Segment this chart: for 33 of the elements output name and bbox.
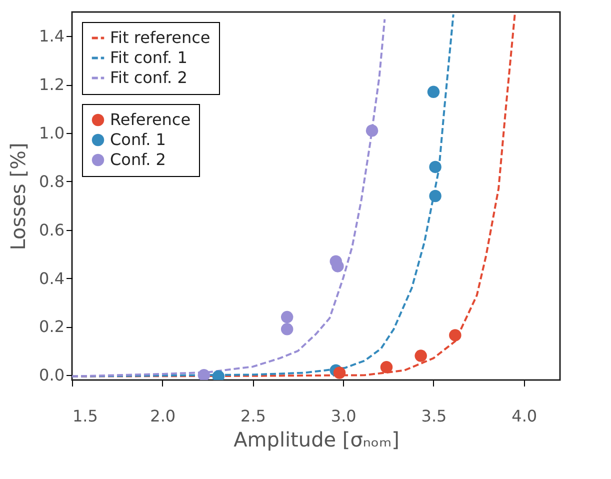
point — [429, 160, 442, 174]
point — [449, 329, 462, 342]
point — [414, 350, 427, 362]
legend-label: Reference — [110, 110, 191, 129]
y-tick-label: 0.2 — [39, 317, 64, 336]
y-tick-label: 0.8 — [39, 172, 64, 191]
y-tick-label: 1.4 — [39, 26, 64, 46]
legend-label: Fit conf. 2 — [110, 68, 188, 87]
legend-label: Fit conf. 1 — [110, 48, 188, 67]
x-tick-label: 4.0 — [512, 406, 538, 426]
y-tick-label: 1.0 — [39, 124, 64, 143]
legend-label: Conf. 1 — [110, 130, 166, 149]
x-axis-title: Amplitude [σₙₒₘ] — [234, 428, 400, 452]
point — [280, 323, 294, 336]
point — [333, 366, 346, 379]
point — [429, 190, 442, 202]
x-tick-label: 3.5 — [421, 406, 447, 426]
y-tick-label: 0.4 — [39, 268, 64, 288]
point — [280, 310, 294, 324]
y-tick-label: 0.6 — [39, 220, 64, 240]
x-tick-label: 2.0 — [150, 406, 176, 426]
x-tick-label: 1.5 — [72, 406, 98, 426]
x-tick-label: 3.0 — [330, 406, 356, 426]
legend-label: Fit reference — [110, 28, 210, 47]
y-tick-label: 0.0 — [39, 366, 64, 385]
point — [198, 369, 210, 380]
point — [380, 361, 393, 374]
legend-label: Conf. 2 — [110, 150, 166, 169]
point — [366, 124, 378, 137]
y-tick-label: 1.2 — [39, 75, 64, 94]
x-tick-label: 2.5 — [240, 406, 266, 426]
y-axis-title: Losses [%] — [6, 142, 30, 250]
point — [427, 86, 440, 98]
